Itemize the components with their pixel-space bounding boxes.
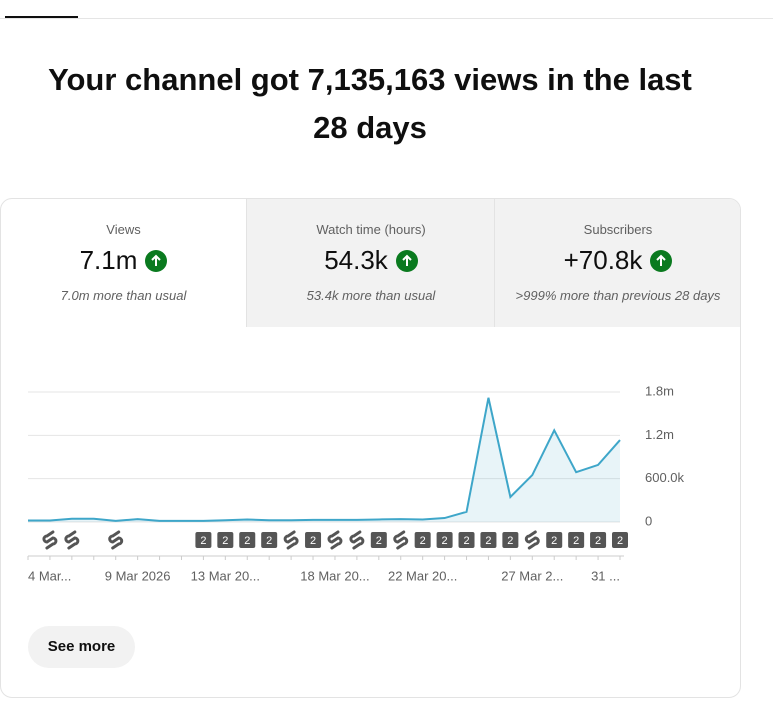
x-tick-label: 31 ... — [591, 568, 620, 583]
metric-value: 7.1m — [79, 245, 138, 275]
video-badge — [458, 532, 475, 548]
video-badge-count: 2 — [507, 535, 513, 547]
metric-tab[interactable]: Watch time (hours) 54.3k 53.4k more than… — [246, 199, 495, 327]
video-badge-count: 2 — [244, 535, 250, 547]
video-badge — [195, 532, 212, 548]
metric-note: >999% more than previous 28 days — [515, 288, 721, 303]
metric-label: Subscribers — [583, 222, 653, 237]
analytics-card: Views 7.1m 7.0m more than usual Watch ti… — [0, 198, 741, 698]
video-badge-count: 2 — [200, 535, 206, 547]
shorts-icon — [349, 530, 365, 550]
metric-note: 7.0m more than usual — [60, 288, 187, 303]
video-badge-count: 2 — [551, 535, 557, 547]
shorts-icon — [108, 530, 124, 550]
video-badge-count: 2 — [595, 535, 601, 547]
shorts-icon — [524, 530, 540, 550]
headline: Your channel got 7,135,163 views in the … — [48, 62, 692, 145]
video-badge — [568, 532, 585, 548]
video-badge-count: 2 — [376, 535, 382, 547]
video-badge-count: 2 — [463, 535, 469, 547]
x-tick-label: 27 Mar 2... — [501, 568, 563, 583]
area — [28, 397, 620, 522]
metric-label: Watch time (hours) — [316, 222, 426, 237]
x-tick-label: 13 Mar 20... — [191, 568, 260, 583]
up-icon — [650, 249, 673, 272]
y-tick-label: 1.8m — [645, 383, 674, 398]
video-badge — [612, 532, 628, 548]
metric-tab[interactable]: Subscribers +70.8k >999% more than previ… — [494, 199, 740, 327]
video-badge — [502, 532, 519, 548]
x-tick-label: 18 Mar 20... — [300, 568, 369, 583]
up-icon — [395, 249, 418, 272]
video-badge-count: 2 — [420, 535, 426, 547]
video-badge — [414, 532, 431, 548]
up-icon — [145, 249, 168, 272]
shorts-icon — [393, 530, 409, 550]
x-tick-label: 9 Mar 2026 — [105, 568, 171, 583]
video-badge — [370, 532, 387, 548]
y-tick-label: 0 — [645, 513, 652, 528]
metric-value: +70.8k — [563, 245, 643, 275]
video-badge — [305, 532, 322, 548]
video-badge-count: 2 — [266, 535, 272, 547]
line — [28, 397, 621, 522]
video-badge-count: 2 — [617, 535, 623, 547]
video-badge — [480, 532, 497, 548]
shorts-icon — [64, 530, 80, 550]
x-tick-label: 22 Mar 20... — [388, 568, 457, 583]
video-badge-count: 2 — [485, 535, 491, 547]
video-badge — [546, 532, 563, 548]
y-tick-label: 600.0k — [645, 470, 685, 485]
metric-label: Views — [106, 222, 141, 237]
chart: 0 600.0k 1.2m 1.8m 2 2 2 2 2 2 2 2 2 2 2 2 2 2 2 4 Mar... 9 … — [27, 383, 685, 583]
x-tick-label: 4 Mar... — [28, 568, 71, 583]
video-badge-count: 2 — [442, 535, 448, 547]
shorts-icon — [327, 530, 343, 550]
shorts-icon — [283, 530, 299, 550]
y-tick-label: 1.2m — [645, 427, 674, 442]
divider — [0, 18, 773, 19]
video-badge-count: 2 — [573, 535, 579, 547]
metric-note: 53.4k more than usual — [306, 288, 436, 303]
see-more-button[interactable]: See more — [28, 626, 135, 668]
video-badge — [590, 532, 607, 548]
video-badge — [436, 532, 453, 548]
video-badge — [217, 532, 234, 548]
video-badge — [261, 532, 278, 548]
metric-tab[interactable]: Views 7.1m 7.0m more than usual — [1, 199, 246, 327]
metric-value: 54.3k — [324, 245, 388, 275]
shorts-icon — [42, 530, 58, 550]
video-badge-count: 2 — [310, 535, 316, 547]
video-badge-count: 2 — [222, 535, 228, 547]
video-badge — [239, 532, 256, 548]
tab-indicator — [5, 16, 78, 19]
